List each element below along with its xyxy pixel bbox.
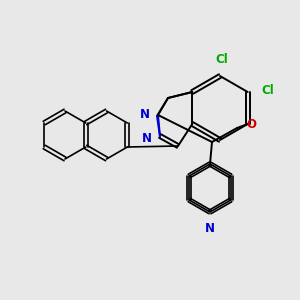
Text: N: N [140,107,150,121]
Text: Cl: Cl [262,83,275,97]
Text: N: N [142,133,152,146]
Text: Cl: Cl [216,53,228,66]
Text: O: O [246,118,256,131]
Text: N: N [205,222,215,235]
